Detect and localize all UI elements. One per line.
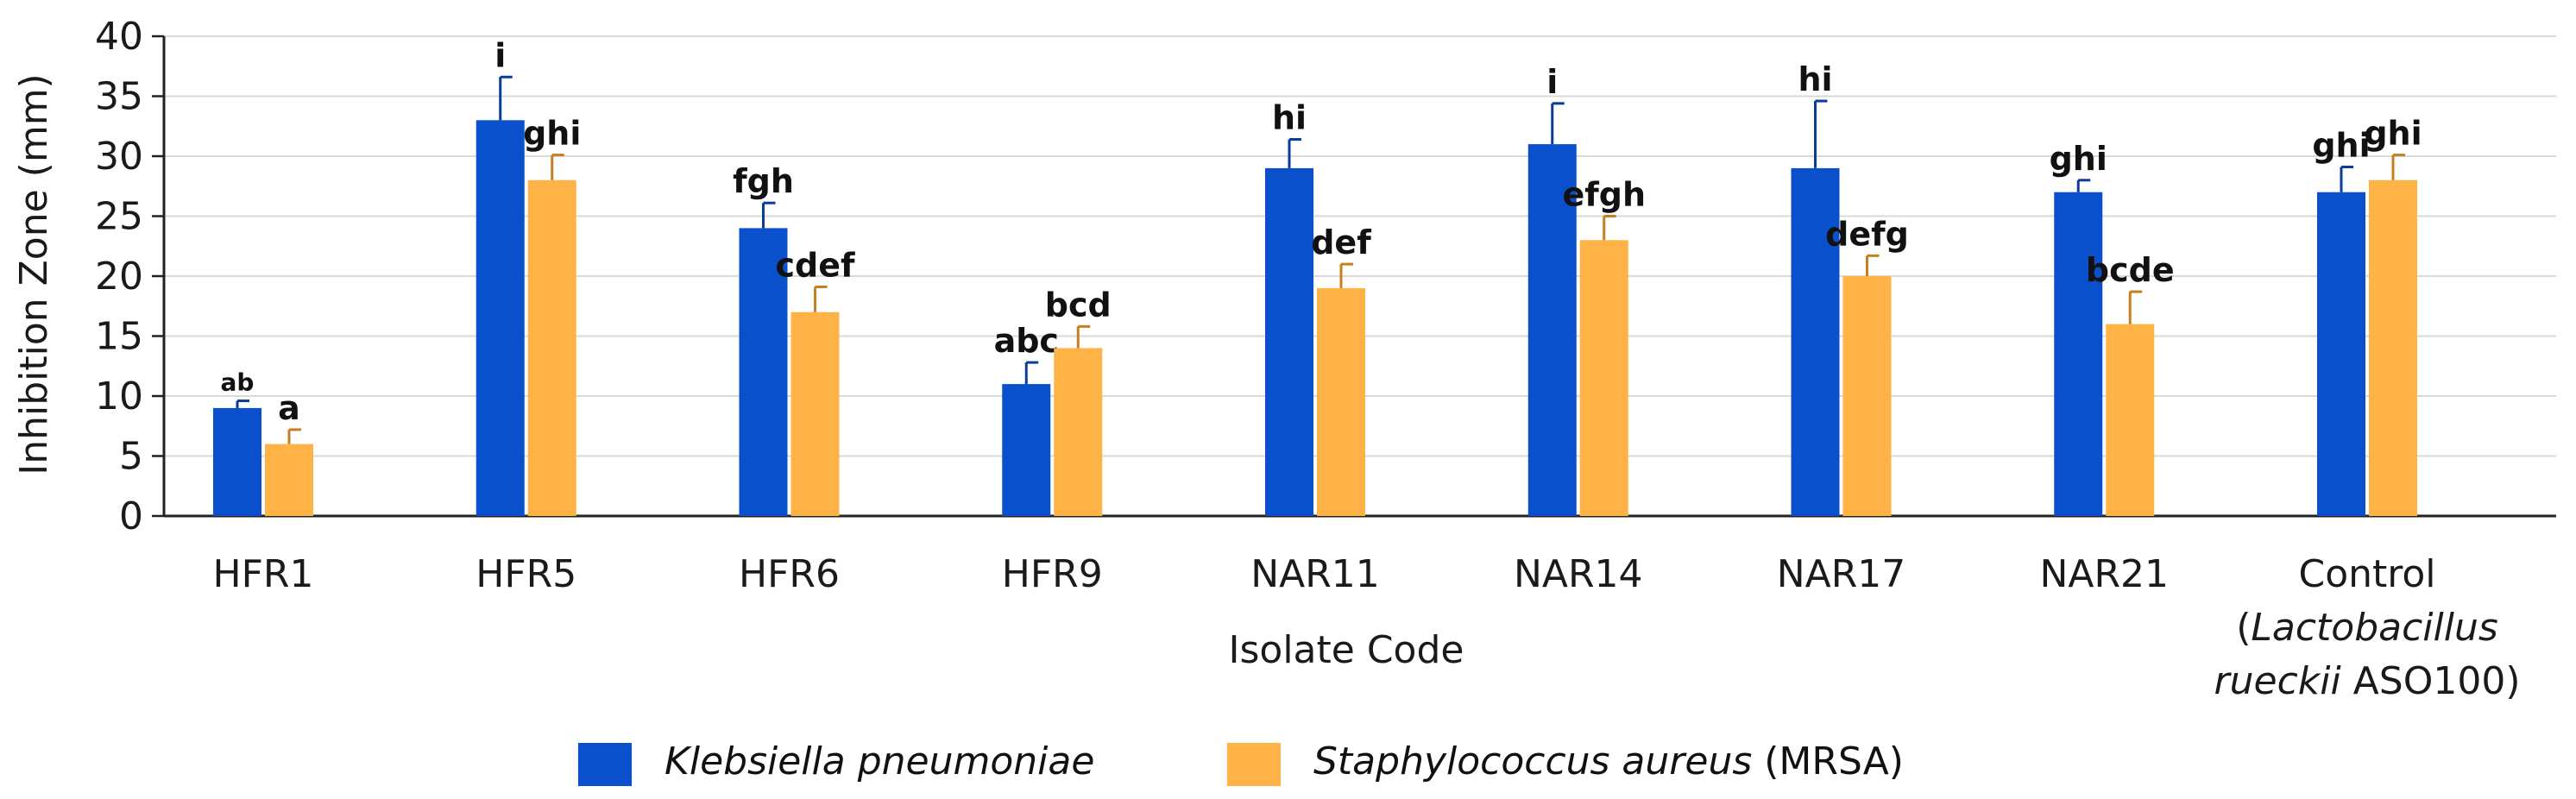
significance-letter: abc (994, 322, 1059, 360)
x-tick-label-line2: (Lactobacillus (2236, 606, 2498, 650)
y-tick-label: 10 (95, 374, 143, 418)
y-tick-label: 20 (95, 255, 143, 299)
x-tick-label: HFR1 (213, 552, 314, 596)
legend-label-klebsiella: Klebsiella pneumoniae (664, 739, 1094, 783)
y-tick-label: 30 (95, 135, 143, 179)
bar-klebsiella (1265, 167, 1313, 516)
category-labels: HFR1 HFR5 HFR6 HFR9 NAR11 NAR14 NAR17 NAR21 Cont… (213, 552, 2521, 703)
significance-letter: i (1546, 63, 1558, 101)
bar-staphylococcus (2369, 179, 2417, 517)
legend-label-staphylococcus: Staphylococcus aureus (MRSA) (1313, 739, 1904, 783)
significance-letter: a (278, 389, 300, 427)
bar-staphylococcus (790, 311, 840, 516)
bar-klebsiella (739, 228, 788, 516)
x-tick-label: NAR14 (1514, 552, 1643, 596)
bar-staphylococcus (265, 444, 313, 516)
bar-klebsiella (476, 120, 525, 517)
x-tick-label: HFR5 (476, 552, 576, 596)
y-tick-label: 0 (119, 494, 143, 538)
x-tick-label: Control (2298, 552, 2435, 596)
bar-staphylococcus (1054, 348, 1103, 516)
bar-klebsiella (2317, 192, 2365, 516)
significance-letter: ghi (2050, 140, 2107, 178)
x-axis-label: Isolate Code (1229, 628, 1464, 672)
bar-staphylococcus (1842, 276, 1892, 516)
bar-klebsiella (2054, 192, 2103, 516)
significance-letter: defg (1825, 215, 1909, 253)
y-tick-label: 40 (95, 15, 143, 59)
significance-letter: efgh (1562, 176, 1646, 214)
x-tick-label: HFR9 (1002, 552, 1103, 596)
significance-letter: bcd (1045, 286, 1112, 324)
significance-letter: bcde (2086, 251, 2175, 289)
legend-swatch-klebsiella (578, 743, 632, 786)
y-axis-label: Inhibition Zone (mm) (12, 73, 56, 475)
y-tick-label: 25 (95, 195, 143, 239)
significance-letter: ab (221, 368, 255, 397)
x-tick-label: NAR21 (2039, 552, 2169, 596)
significance-letter: ghi (2312, 127, 2370, 165)
bar-staphylococcus (1579, 240, 1628, 516)
bar-klebsiella (1527, 144, 1577, 516)
bar-staphylococcus (2106, 324, 2155, 516)
bar-klebsiella (1791, 167, 1840, 516)
legend-swatch-staphylococcus (1227, 743, 1281, 786)
y-tick-label: 5 (119, 435, 143, 479)
significance-letter: i (494, 36, 506, 74)
x-tick-label: NAR11 (1250, 552, 1380, 596)
significance-letter: def (1311, 223, 1371, 261)
bar-klebsiella (1002, 384, 1051, 516)
significance-letter: cdef (775, 247, 854, 285)
bar-klebsiella (213, 407, 261, 516)
bar-staphylococcus (527, 179, 576, 517)
significance-letter: hi (1798, 60, 1832, 98)
significance-letter: ghi (2364, 115, 2422, 153)
significance-letter: fgh (733, 162, 794, 200)
y-tick-label: 35 (95, 75, 143, 119)
significance-letter: ghi (523, 115, 581, 153)
x-tick-label: NAR17 (1777, 552, 1906, 596)
x-tick-label-line3: rueckii ASO100) (2214, 659, 2521, 703)
x-tick-label: HFR6 (739, 552, 840, 596)
y-tick-label: 15 (95, 315, 143, 359)
legend: Klebsiella pneumoniae Staphylococcus aur… (578, 739, 1904, 786)
significance-letter: hi (1272, 99, 1307, 137)
bar-staphylococcus (1317, 287, 1365, 516)
